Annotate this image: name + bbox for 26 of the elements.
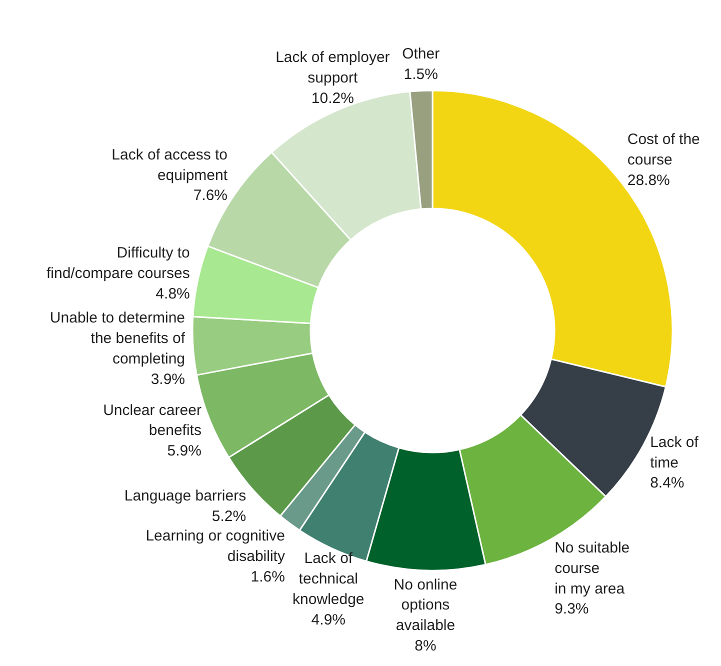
data-label: 7.6% bbox=[193, 187, 228, 204]
data-label: 1.6% bbox=[250, 568, 285, 586]
data-label: 8.4% bbox=[650, 474, 684, 492]
slice-label: Unable to determine the benefits of completing bbox=[50, 310, 186, 368]
slice-label: Lack of access to equipment bbox=[112, 146, 228, 184]
data-label: 28.8% bbox=[627, 172, 670, 189]
slice-label: Other bbox=[402, 46, 440, 63]
slice-label: No suitable course in my area bbox=[554, 539, 630, 598]
slice-label: Cost of the course bbox=[627, 131, 700, 168]
data-label: 4.9% bbox=[311, 611, 346, 628]
data-label: 8% bbox=[414, 637, 436, 654]
slice-label: Unclear career benefits bbox=[103, 402, 202, 440]
slice-label: Lack of technical knowledge bbox=[292, 550, 364, 608]
data-label: 5.2% bbox=[212, 508, 246, 525]
data-label: 1.5% bbox=[404, 66, 438, 83]
slice-label: Lack of time bbox=[650, 434, 700, 472]
slice-label: Difficulty to find/compare courses bbox=[46, 244, 190, 282]
data-label: 3.9% bbox=[150, 370, 186, 388]
slice-label: Lack of employer support bbox=[276, 49, 390, 87]
data-label: 5.9% bbox=[167, 442, 202, 460]
slice-label: Language barriers bbox=[124, 488, 246, 505]
data-label: 9.3% bbox=[554, 600, 589, 618]
slice-label: No online options available bbox=[394, 576, 458, 634]
data-label: 10.2% bbox=[311, 90, 354, 107]
data-label: 4.8% bbox=[156, 285, 190, 302]
slice-label: Learning or cognitive disability bbox=[146, 528, 286, 566]
